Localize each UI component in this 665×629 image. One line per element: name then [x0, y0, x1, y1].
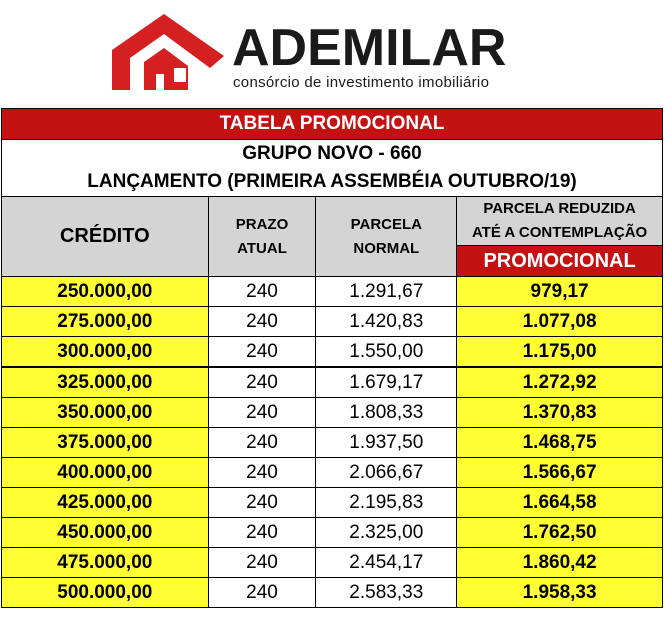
credit-cell: 300.000,00: [1, 336, 209, 368]
credit-cell: 350.000,00: [1, 397, 209, 428]
reduced-installment-cell: 1.370,83: [456, 397, 663, 428]
term-cell: 240: [207, 487, 317, 518]
term-cell: 240: [207, 427, 317, 458]
normal-installment-cell: 2.066,67: [315, 457, 458, 488]
normal-installment-cell: 2.454,17: [315, 547, 458, 578]
table-row: 250.000,00 240 1.291,67 979,17: [1, 276, 663, 307]
normal-installment-cell: 2.195,83: [315, 487, 458, 518]
table-row: 350.000,00 240 1.808,33 1.370,83: [1, 397, 663, 428]
term-cell: 240: [207, 336, 317, 368]
reduced-installment-cell: 1.566,67: [456, 457, 663, 488]
term-cell: 240: [207, 397, 317, 428]
credit-cell: 325.000,00: [1, 366, 209, 398]
brand-tagline: consórcio de investimento imobiliário: [233, 74, 490, 91]
normal-installment-cell: 1.679,17: [315, 366, 458, 398]
normal-installment-cell: 1.291,67: [315, 276, 458, 307]
credit-cell: 450.000,00: [1, 517, 209, 548]
normal-installment-cell: 2.325,00: [315, 517, 458, 548]
table-row: 475.000,00 240 2.454,17 1.860,42: [1, 547, 663, 578]
header-reduced-line1: PARCELA REDUZIDA: [483, 200, 636, 217]
term-cell: 240: [207, 306, 317, 337]
credit-cell: 275.000,00: [1, 306, 209, 337]
credit-cell: 425.000,00: [1, 487, 209, 518]
table-row: 400.000,00 240 2.066,67 1.566,67: [1, 457, 663, 488]
header-installment: PARCELA NORMAL: [315, 196, 458, 277]
header-credit: CRÉDITO: [1, 196, 209, 277]
table-row: 450.000,00 240 2.325,00 1.762,50: [1, 517, 663, 548]
table-row: 275.000,00 240 1.420,83 1.077,08: [1, 306, 663, 337]
header-reduced: PARCELA REDUZIDA ATÉ A CONTEMPLAÇÃO: [456, 196, 663, 246]
credit-cell: 400.000,00: [1, 457, 209, 488]
table-row: 300.000,00 240 1.550,00 1.175,00: [1, 336, 663, 368]
header-installment-line2: NORMAL: [353, 239, 420, 257]
reduced-installment-cell: 1.860,42: [456, 547, 663, 578]
table-row: 500.000,00 240 2.583,33 1.958,33: [1, 577, 663, 608]
normal-installment-cell: 1.808,33: [315, 397, 458, 428]
credit-cell: 475.000,00: [1, 547, 209, 578]
promo-table: TABELA PROMOCIONAL GRUPO NOVO - 660 LANÇ…: [1, 108, 663, 608]
credit-cell: 375.000,00: [1, 427, 209, 458]
reduced-installment-cell: 1.272,92: [456, 366, 663, 398]
table-row: 325.000,00 240 1.679,17 1.272,92: [1, 366, 663, 398]
reduced-installment-cell: 1.468,75: [456, 427, 663, 458]
term-cell: 240: [207, 517, 317, 548]
term-cell: 240: [207, 547, 317, 578]
normal-installment-cell: 1.937,50: [315, 427, 458, 458]
table-title: TABELA PROMOCIONAL: [1, 108, 663, 140]
credit-cell: 500.000,00: [1, 577, 209, 608]
reduced-installment-cell: 979,17: [456, 276, 663, 307]
reduced-installment-cell: 1.175,00: [456, 336, 663, 368]
table-row: 425.000,00 240 2.195,83 1.664,58: [1, 487, 663, 518]
launch-info: LANÇAMENTO (PRIMEIRA ASSEMBÉIA OUTUBRO/1…: [1, 167, 663, 197]
reduced-installment-cell: 1.664,58: [456, 487, 663, 518]
header-term-line1: PRAZO: [235, 215, 289, 233]
group-name: GRUPO NOVO - 660: [1, 139, 663, 167]
normal-installment-cell: 2.583,33: [315, 577, 458, 608]
normal-installment-cell: 1.420,83: [315, 306, 458, 337]
reduced-installment-cell: 1.958,33: [456, 577, 663, 608]
term-cell: 240: [207, 366, 317, 398]
term-cell: 240: [207, 457, 317, 488]
header-term: PRAZO ATUAL: [207, 196, 317, 277]
brand-name: ADEMILAR: [232, 19, 507, 77]
header-installment-line1: PARCELA: [350, 215, 422, 233]
reduced-installment-cell: 1.762,50: [456, 517, 663, 548]
term-cell: 240: [207, 276, 317, 307]
header: ADEMILAR consórcio de investimento imobi…: [0, 0, 665, 108]
house-logo-icon: [112, 14, 224, 90]
credit-cell: 250.000,00: [1, 276, 209, 307]
normal-installment-cell: 1.550,00: [315, 336, 458, 368]
table-row: 375.000,00 240 1.937,50 1.468,75: [1, 427, 663, 458]
header-promo-label: PROMOCIONAL: [456, 245, 663, 277]
term-cell: 240: [207, 577, 317, 608]
header-term-line2: ATUAL: [237, 239, 287, 257]
header-reduced-line2: ATÉ A CONTEMPLAÇÃO: [471, 224, 648, 241]
reduced-installment-cell: 1.077,08: [456, 306, 663, 337]
